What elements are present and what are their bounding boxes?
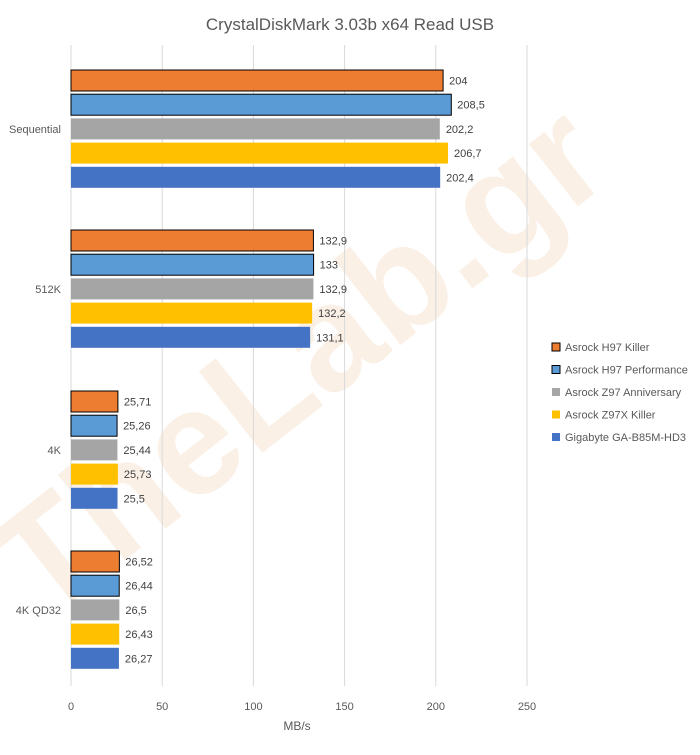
- legend-swatch: [552, 433, 560, 441]
- data-label: 25,5: [124, 493, 145, 505]
- legend-label-asrock-z97x-killer: Asrock Z97X Killer: [565, 410, 656, 422]
- x-tick-label: 200: [427, 701, 445, 713]
- legend-label-asrock-h97-performance: Asrock H97 Performance: [565, 365, 688, 377]
- data-label: 26,52: [125, 557, 153, 569]
- x-tick-label: 50: [156, 701, 168, 713]
- bar-4k-qd32-gigabyte-ga-b85m-hd3: [71, 647, 119, 669]
- category-label-512k: 512K: [35, 284, 61, 296]
- bar-512k-gigabyte-ga-b85m-hd3: [71, 326, 311, 348]
- bar-4k-asrock-z97-anniversary: [71, 439, 118, 461]
- bar-4k-qd32-asrock-z97-anniversary: [71, 599, 120, 621]
- bar-sequential-asrock-z97x-killer: [71, 142, 449, 164]
- data-label: 202,4: [446, 172, 474, 184]
- bar-512k-asrock-h97-killer: [70, 229, 314, 252]
- data-label: 204: [449, 76, 467, 88]
- bar-512k-asrock-z97-anniversary: [71, 278, 314, 300]
- bar-sequential-gigabyte-ga-b85m-hd3: [71, 166, 441, 188]
- data-label: 132,9: [319, 284, 347, 296]
- bar-sequential-asrock-h97-killer: [70, 69, 444, 92]
- bar-512k-asrock-z97x-killer: [71, 302, 313, 324]
- bar-sequential-asrock-h97-performance: [70, 93, 452, 116]
- data-label: 26,27: [125, 653, 153, 665]
- chart-title: CrystalDiskMark 3.03b x64 Read USB: [206, 15, 494, 34]
- legend-label-gigabyte-ga-b85m-hd3: Gigabyte GA-B85M-HD3: [565, 432, 686, 444]
- data-label: 25,73: [124, 469, 152, 481]
- data-label: 208,5: [457, 100, 485, 112]
- data-label: 26,5: [125, 605, 146, 617]
- data-label: 132,9: [319, 236, 347, 248]
- x-axis-ticks: 0 50 100 150 200 250: [68, 701, 536, 713]
- legend-swatch: [552, 388, 560, 396]
- data-label: 25,71: [124, 397, 152, 409]
- legend-label-asrock-z97-anniversary: Asrock Z97 Anniversary: [565, 387, 682, 399]
- category-label-sequential: Sequential: [9, 124, 61, 136]
- legend-swatch: [552, 410, 560, 419]
- bar-4k-asrock-h97-performance: [70, 414, 118, 437]
- bar-4k-qd32-asrock-z97x-killer: [71, 623, 120, 645]
- x-axis-label: MB/s: [283, 719, 310, 733]
- data-label: 26,43: [125, 629, 153, 641]
- data-label: 132,2: [318, 308, 346, 320]
- data-label: 25,44: [123, 445, 151, 457]
- x-tick-label: 0: [68, 701, 74, 713]
- category-label-4k-qd32: 4K QD32: [16, 605, 61, 617]
- bar-4k-qd32-asrock-h97-killer: [70, 550, 120, 573]
- bar-4k-gigabyte-ga-b85m-hd3: [71, 487, 118, 509]
- x-tick-label: 250: [518, 701, 536, 713]
- data-label: 206,7: [454, 148, 482, 160]
- legend-swatch: [551, 365, 561, 374]
- category-label-4k: 4K: [48, 445, 62, 457]
- data-label: 26,44: [125, 581, 153, 593]
- data-label: 25,26: [123, 421, 151, 433]
- data-label: 131,1: [316, 332, 344, 344]
- bar-4k-asrock-z97x-killer: [71, 463, 118, 485]
- legend-label-asrock-h97-killer: Asrock H97 Killer: [565, 342, 650, 354]
- legend-swatch: [551, 342, 561, 352]
- bar-512k-asrock-h97-performance: [70, 253, 315, 276]
- category-axis: Sequential 512K 4K 4K QD32: [9, 124, 62, 617]
- legend: Asrock H97 Killer Asrock H97 Performance A…: [551, 342, 688, 444]
- x-tick-label: 150: [335, 701, 353, 713]
- bar-4k-qd32-asrock-h97-performance: [70, 574, 120, 597]
- bar-4k-asrock-h97-killer: [70, 390, 119, 413]
- data-label: 202,2: [446, 124, 474, 136]
- data-label: 133: [320, 260, 338, 272]
- bars: 204 208,5 202,2 206,7 202,4 132,9 133 132,9 132,…: [70, 69, 485, 669]
- x-tick-label: 100: [244, 701, 262, 713]
- bar-sequential-asrock-z97-anniversary: [71, 118, 440, 140]
